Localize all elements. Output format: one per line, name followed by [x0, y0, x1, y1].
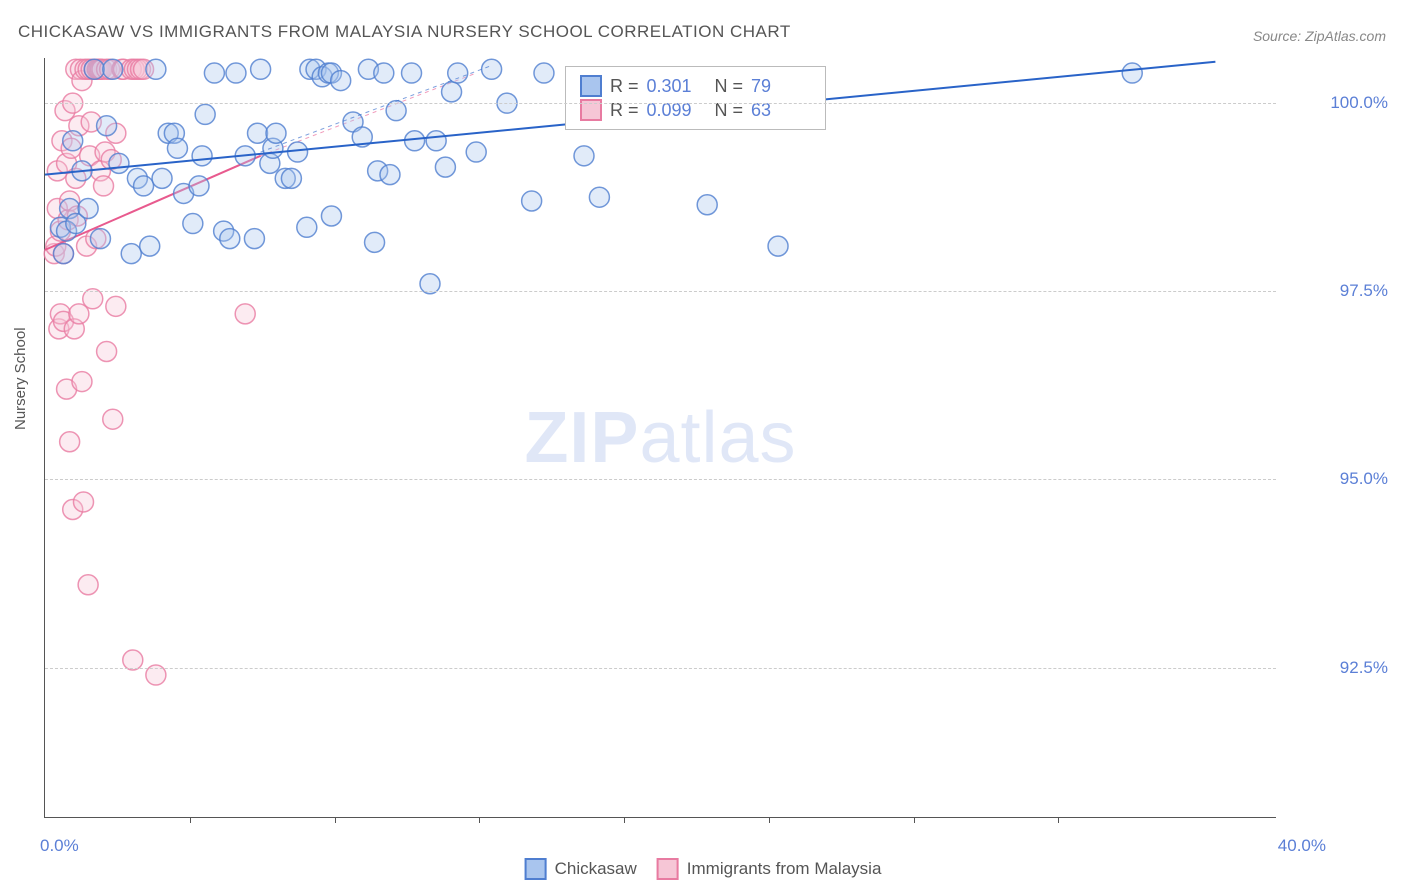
- chart-title: CHICKASAW VS IMMIGRANTS FROM MALAYSIA NU…: [18, 22, 791, 42]
- plot-area: ZIPatlas R = 0.301 N = 79 R = 0.099 N = …: [44, 58, 1276, 818]
- y-tick-label: 100.0%: [1330, 93, 1388, 113]
- scatter-plot-svg: [45, 58, 1276, 817]
- correlation-legend: R = 0.301 N = 79 R = 0.099 N = 63: [565, 66, 826, 130]
- x-axis-start-label: 0.0%: [40, 836, 79, 856]
- series-legend: Chickasaw Immigrants from Malaysia: [525, 858, 882, 880]
- source-attribution: Source: ZipAtlas.com: [1253, 28, 1386, 44]
- y-tick-label: 95.0%: [1340, 469, 1388, 489]
- y-tick-label: 97.5%: [1340, 281, 1388, 301]
- legend-swatch-malaysia: [657, 858, 679, 880]
- legend-row-series1: R = 0.301 N = 79: [580, 75, 811, 97]
- legend-swatch-series1: [580, 75, 602, 97]
- legend-swatch-chickasaw: [525, 858, 547, 880]
- y-tick-label: 92.5%: [1340, 658, 1388, 678]
- legend-item-malaysia: Immigrants from Malaysia: [657, 858, 882, 880]
- y-axis-label: Nursery School: [12, 327, 29, 430]
- x-axis-end-label: 40.0%: [1278, 836, 1326, 856]
- legend-item-chickasaw: Chickasaw: [525, 858, 637, 880]
